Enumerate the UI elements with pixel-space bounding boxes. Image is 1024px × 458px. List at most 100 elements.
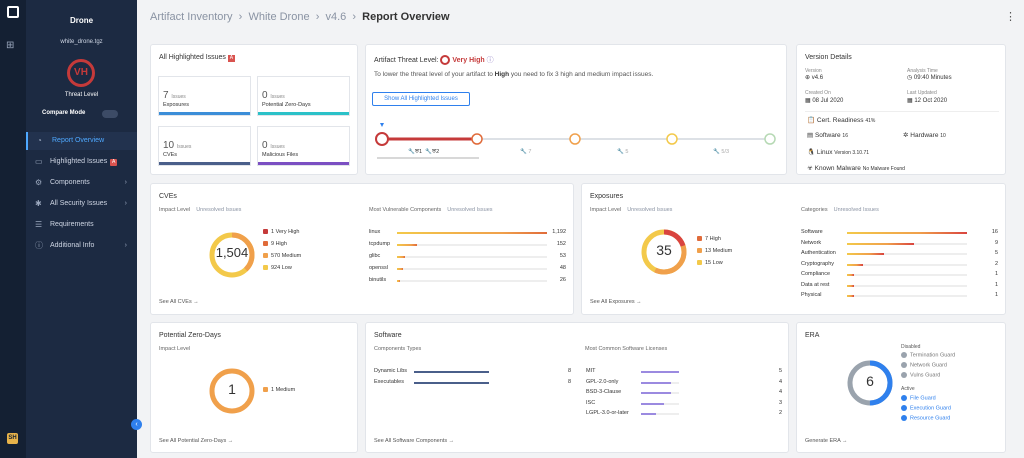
bar-label[interactable]: LGPL-3.0-or-later: [586, 410, 629, 416]
info-icon: ⓘ: [35, 241, 43, 250]
era-guard-active[interactable]: Execution Guard: [901, 405, 951, 411]
bug-icon: ✱: [35, 199, 42, 208]
tile-label: Malicious Files: [262, 152, 299, 158]
generate-era-link[interactable]: Generate ERA →: [805, 438, 848, 444]
categories-tabs[interactable]: Categories Unresolved Issues: [801, 207, 879, 213]
breadcrumb-artifact-inventory[interactable]: Artifact Inventory: [150, 11, 233, 23]
bar-label[interactable]: binutils: [369, 277, 387, 283]
sidebar-item-additional-info[interactable]: ⓘ Additional Info ›: [26, 237, 137, 255]
sidebar-item-all-security-issues[interactable]: ✱ All Security Issues ›: [26, 195, 137, 213]
card-title: Software: [374, 332, 402, 339]
bar-label[interactable]: BSD-3-Clause: [586, 389, 622, 395]
collapse-sidebar-icon[interactable]: ‹: [131, 419, 142, 430]
donut-high-segment: [641, 229, 687, 275]
hardware-count[interactable]: ✲ Hardware 10: [903, 132, 946, 139]
card-title: Artifact Threat Level: Very High ⓘ: [374, 55, 494, 66]
era-guard-active[interactable]: Resource Guard: [901, 415, 950, 421]
zero-days-legend-item: 1 Medium: [263, 387, 295, 393]
bar-label[interactable]: glibc: [369, 253, 381, 259]
guard-status-icon: [901, 352, 907, 358]
breadcrumb-version[interactable]: v4.6: [325, 11, 347, 23]
tile-malicious-files[interactable]: 0 Issues Malicious Files: [257, 126, 350, 166]
impact-level-tabs[interactable]: Impact Level Unresolved Issues: [590, 207, 673, 213]
bar-track: [641, 413, 679, 415]
level-node-none[interactable]: [764, 133, 776, 145]
bar-label[interactable]: linux: [369, 229, 381, 235]
threat-level-value: Very High: [452, 57, 485, 64]
bar-fill: [641, 402, 664, 405]
bar-label[interactable]: Physical: [801, 292, 822, 298]
sidebar-item-requirements[interactable]: ☰ Requirements: [26, 216, 137, 234]
bar-fill: [847, 232, 967, 234]
cert-readiness[interactable]: 📋 Cert. Readiness 41%: [807, 117, 876, 124]
tile-cves[interactable]: 10 Issues CVEs: [158, 126, 251, 166]
hierarchy-icon[interactable]: ⊞: [6, 40, 15, 51]
step-count-very-high: 🔧⛨1 🔧⛨2: [408, 149, 440, 155]
sidebar-item-highlighted-issues[interactable]: ▭ Highlighted Issues A: [26, 153, 137, 171]
level-node-high[interactable]: [471, 133, 483, 145]
bar-label[interactable]: Cryptography: [801, 260, 835, 267]
exposures-donut-chart: [641, 229, 687, 275]
bar-label[interactable]: Dynamic Libs: [374, 368, 408, 374]
impact-level-tabs[interactable]: Impact Level Unresolved Issues: [159, 207, 242, 213]
user-avatar-icon[interactable]: SH: [7, 433, 18, 444]
highlighted-issues-card: All Highlighted Issues A 7 Issues Exposur…: [150, 44, 358, 175]
breadcrumb-product[interactable]: White Drone: [248, 11, 310, 23]
compare-mode-toggle[interactable]: [102, 110, 118, 118]
bar-label[interactable]: Network: [801, 239, 822, 246]
highlight-icon: ▭: [35, 157, 43, 166]
see-all-zero-days-link[interactable]: See All Potential Zero-Days →: [159, 438, 234, 444]
sidebar-item-components[interactable]: ⚙ Components ›: [26, 174, 137, 192]
legend-item: 9 High: [263, 241, 287, 247]
era-donut-chart: [847, 360, 893, 406]
tile-exposures[interactable]: 7 Issues Exposures: [158, 76, 251, 116]
threat-description: To lower the threat level of your artifa…: [374, 71, 654, 78]
level-node-medium[interactable]: [569, 133, 581, 145]
level-node-very-high[interactable]: [375, 132, 389, 146]
see-all-software-link[interactable]: See All Software Components →: [374, 438, 455, 444]
more-options-icon[interactable]: ⋮: [1005, 11, 1016, 23]
bar-label[interactable]: Authentication: [801, 250, 836, 256]
bar-label[interactable]: openssl: [369, 265, 388, 271]
bar-label[interactable]: MIT: [586, 368, 596, 374]
last-updated-label: Last Updated: [907, 90, 937, 96]
bar-label[interactable]: Compliance: [801, 271, 831, 277]
show-all-highlighted-issues-button[interactable]: Show All Highlighted Issues: [372, 92, 470, 106]
bar-value: 48: [559, 265, 566, 271]
card-title: All Highlighted Issues A: [159, 54, 235, 62]
legend-item: 7 High: [697, 236, 721, 242]
tile-label: Exposures: [163, 102, 189, 108]
card-title: ERA: [805, 332, 820, 339]
era-card: ERA Generate ERA →: [796, 322, 1006, 453]
see-all-exposures-link[interactable]: See All Exposures →: [590, 299, 642, 305]
shield-icon: [697, 260, 702, 266]
sidebar: Drone white_drone.tgz VH Threat Level Co…: [26, 0, 137, 458]
info-icon[interactable]: ⓘ: [486, 57, 494, 64]
bar-label[interactable]: tcpdump: [369, 241, 391, 247]
legend-item: 1 Very High: [263, 229, 299, 235]
see-all-cves-link[interactable]: See All CVEs →: [159, 299, 199, 305]
cves-card: CVEs Impact Level Unresolved Issues Most …: [150, 183, 574, 315]
step-count-low: 🔧 5/3: [713, 149, 730, 155]
level-node-low[interactable]: [666, 133, 678, 145]
tile-potential-zero-days[interactable]: 0 Issues Potential Zero-Days: [257, 76, 350, 116]
era-guard-disabled[interactable]: Network Guard: [901, 362, 947, 368]
sidebar-item-label: All Security Issues: [50, 200, 108, 207]
bar-label[interactable]: Executables: [374, 379, 404, 385]
bar-value: 8: [567, 379, 571, 385]
bar-label[interactable]: Data at rest: [801, 281, 830, 288]
era-guard-disabled[interactable]: Termination Guard: [901, 352, 955, 358]
donut-medium-segment: [209, 232, 255, 278]
sidebar-item-report-overview[interactable]: ◔ Report Overview: [26, 132, 137, 150]
card-title: CVEs: [159, 193, 177, 200]
era-guard-disabled[interactable]: Vulns Guard: [901, 372, 940, 378]
mvc-tabs[interactable]: Most Vulnerable Components Unresolved Iss…: [369, 207, 493, 213]
bar-label[interactable]: ISC: [586, 399, 596, 406]
software-count[interactable]: ▤ Software 16: [807, 132, 848, 139]
bar-label[interactable]: GPL-2.0-only: [586, 378, 619, 385]
bar-label[interactable]: Software: [801, 229, 823, 235]
era-guard-active[interactable]: File Guard: [901, 395, 936, 401]
app-logo[interactable]: [7, 6, 19, 18]
bar-fill: [414, 371, 489, 373]
donut-active-segment: [847, 360, 893, 406]
